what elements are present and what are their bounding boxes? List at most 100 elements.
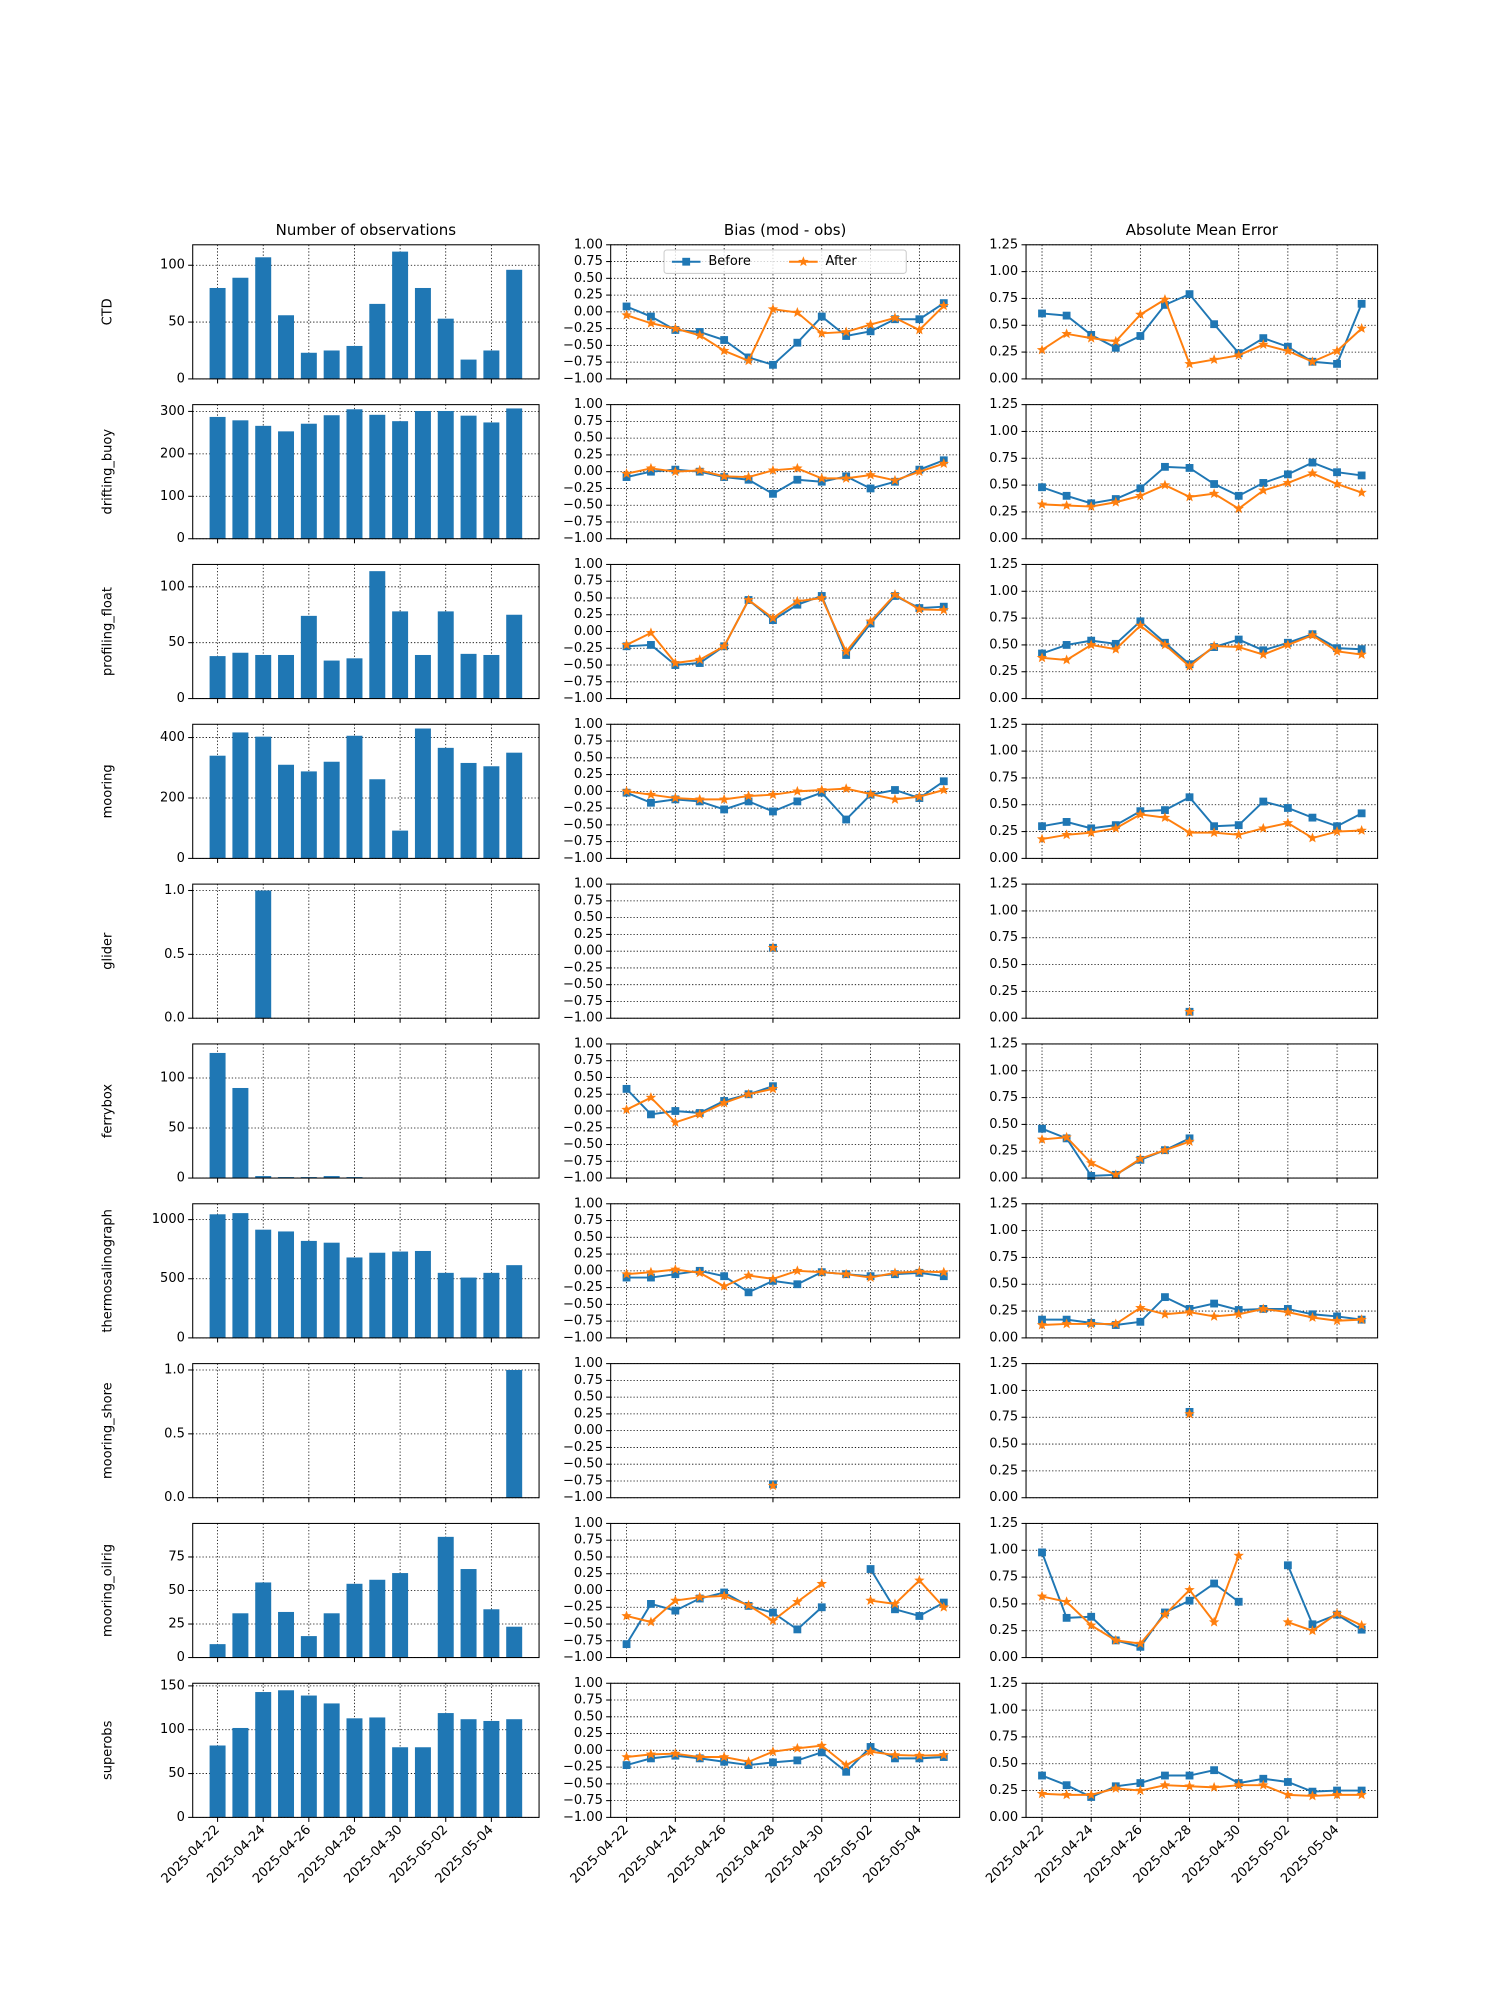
subplot-title: Number of observations — [276, 221, 457, 239]
y-tick-label: 0.50 — [574, 750, 603, 765]
marker — [1184, 660, 1195, 671]
bar — [255, 425, 272, 539]
series-line — [1041, 472, 1362, 510]
y-tick-label: −1.00 — [563, 691, 603, 706]
marker — [694, 793, 705, 804]
marker — [816, 592, 827, 603]
marker — [1208, 827, 1220, 838]
marker — [1136, 1779, 1145, 1787]
legend-label: Before — [708, 254, 751, 269]
marker — [671, 1107, 680, 1115]
y-axis-label: CTD — [101, 298, 116, 325]
y-tick-label: 50 — [168, 635, 185, 650]
y-tick-label: 0.25 — [989, 1623, 1018, 1638]
bar — [414, 287, 431, 379]
marker — [1307, 1312, 1318, 1322]
bar — [346, 345, 363, 379]
bar — [255, 1692, 272, 1818]
axes-frame — [192, 1682, 540, 1818]
series-line — [1041, 796, 1363, 830]
marker — [670, 466, 681, 477]
marker — [816, 1740, 827, 1751]
bar — [300, 1240, 317, 1338]
bar — [460, 1277, 477, 1338]
y-tick-label: 1.25 — [989, 877, 1018, 892]
marker — [695, 659, 704, 667]
y-tick-label: 0.50 — [989, 318, 1018, 333]
y-tick-label: 0.25 — [989, 824, 1018, 839]
bar — [323, 415, 340, 539]
marker — [793, 600, 802, 609]
bar — [255, 257, 272, 379]
y-tick-label: 1.25 — [989, 557, 1018, 572]
y-tick-label: 0.00 — [989, 531, 1018, 546]
marker — [1159, 639, 1171, 650]
marker — [840, 1759, 852, 1770]
y-axis-label: thermosalinograph — [101, 1209, 116, 1332]
marker — [1110, 1169, 1121, 1180]
bar — [232, 277, 249, 379]
y-tick-label: 1.00 — [574, 1356, 603, 1371]
bar — [392, 251, 409, 379]
marker — [1136, 484, 1145, 493]
axes-frame — [1025, 1043, 1379, 1179]
marker — [1184, 1306, 1195, 1317]
marker — [743, 1756, 754, 1767]
marker — [1062, 641, 1071, 649]
marker — [1159, 294, 1171, 304]
axes-frame — [610, 1363, 961, 1499]
marker — [744, 1288, 753, 1297]
bar — [346, 1718, 363, 1818]
marker — [1184, 1006, 1195, 1017]
marker — [1210, 822, 1219, 831]
y-tick-label: 0.50 — [574, 1070, 603, 1085]
marker — [645, 317, 657, 328]
y-tick-label: 1.00 — [989, 1383, 1018, 1398]
y-tick-label: −1.00 — [563, 531, 603, 546]
y-tick-label: 0.50 — [989, 1756, 1018, 1771]
bar — [255, 890, 272, 1019]
y-axis-label: ferrybox — [101, 1084, 116, 1139]
y-tick-label: 1.0 — [164, 1362, 185, 1377]
axes-frame — [1025, 1522, 1379, 1659]
marker — [743, 594, 754, 605]
series-line — [626, 594, 944, 667]
marker — [744, 475, 753, 484]
y-tick-label: 50 — [168, 1121, 185, 1136]
bar — [346, 735, 363, 859]
y-tick-label: 1.00 — [989, 1703, 1018, 1718]
axes-frame — [192, 883, 540, 1019]
legend-label: After — [826, 254, 858, 269]
y-tick-label: 100 — [160, 1722, 185, 1737]
marker — [1308, 458, 1317, 467]
y-tick-label: 0.75 — [989, 451, 1018, 466]
panel: drifting_buoy 0 100 200 300 — [101, 404, 540, 546]
marker — [842, 651, 851, 659]
y-tick-label: 0.50 — [989, 478, 1018, 493]
y-axis-label: mooring_shore — [101, 1382, 116, 1479]
marker — [840, 1268, 852, 1279]
y-tick-label: −0.25 — [563, 321, 603, 336]
axes-frame — [610, 244, 961, 380]
bar — [392, 1573, 409, 1658]
bar — [506, 269, 523, 379]
y-tick-label: 0.75 — [574, 1373, 603, 1388]
marker — [915, 1754, 924, 1763]
panel: Absolute Mean Error 0.00 0.25 0.50 0.75 1.00 1… — [989, 221, 1379, 386]
bar — [437, 318, 454, 379]
marker — [865, 1595, 876, 1605]
marker — [938, 1266, 949, 1277]
bar — [460, 762, 477, 859]
marker — [671, 1606, 680, 1615]
marker — [1135, 1638, 1146, 1649]
marker — [1110, 1782, 1121, 1793]
y-tick-label: 0.75 — [574, 574, 603, 589]
marker — [816, 1578, 827, 1589]
y-tick-label: 0.25 — [989, 1304, 1018, 1319]
y-tick-label: −0.50 — [563, 977, 603, 992]
y-tick-label: −0.75 — [563, 834, 603, 849]
panel: glider 0.0 0.5 1.0 — [101, 883, 540, 1026]
y-tick-label: 0 — [177, 531, 185, 546]
y-tick-label: −0.50 — [563, 817, 603, 832]
marker — [1331, 1315, 1343, 1326]
